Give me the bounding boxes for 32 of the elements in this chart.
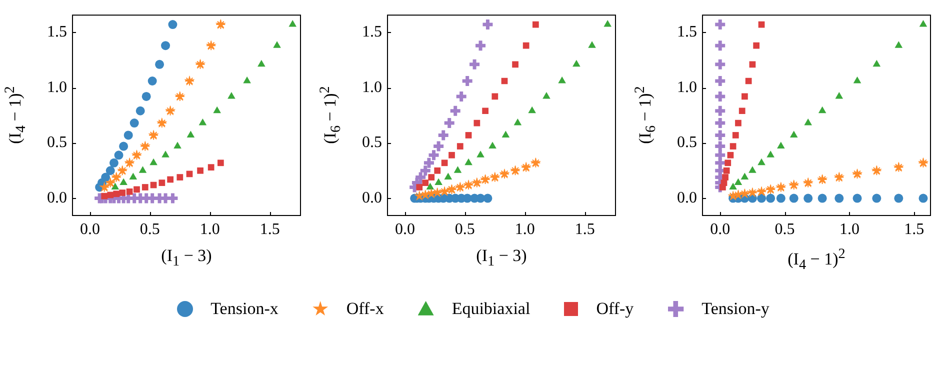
- x-tick-label: 1.5: [260, 220, 280, 238]
- legend-label: Off-x: [346, 299, 384, 319]
- y-tick-label: 0.5: [47, 134, 67, 152]
- y-tick-label: 1.0: [362, 78, 382, 96]
- x-tick-label: 1.5: [904, 220, 924, 238]
- x-tick-label: 1.0: [200, 220, 220, 238]
- y-tick-label: 1.5: [362, 24, 382, 41]
- legend-label: Tension-y: [702, 299, 770, 319]
- x-tick-label: 0.5: [140, 220, 160, 238]
- x-tick-label: 0.0: [394, 220, 415, 238]
- x-tick-label: 0.0: [80, 220, 100, 238]
- x-tick-label: 0.5: [454, 220, 475, 238]
- x-axis-title: (I$_{1}$ − 3): [476, 246, 527, 270]
- y-tick-label: 1.5: [677, 24, 697, 41]
- y-tick-label: 0.5: [677, 134, 697, 152]
- legend-label: Off-y: [596, 299, 634, 319]
- y-tick-label: 0.5: [362, 134, 382, 152]
- x-tick-label: 0.0: [710, 220, 730, 238]
- x-tick-label: 0.5: [774, 220, 795, 238]
- x-tick-label: 1.5: [574, 220, 595, 238]
- y-tick-label: 1.0: [677, 78, 697, 96]
- y-tick-label: 1.0: [47, 78, 67, 96]
- legend-label: Tension-x: [210, 299, 278, 319]
- x-axis-title: (I$_{4}$ − 1)$^{2}$: [788, 246, 846, 274]
- y-tick-label: 0.0: [362, 190, 382, 206]
- y-tick-label: 1.5: [47, 24, 67, 41]
- y-tick-label: 0.0: [677, 190, 697, 206]
- x-tick-label: 1.0: [839, 220, 860, 238]
- y-tick-label: 0.0: [47, 190, 67, 206]
- x-tick-label: 1.0: [514, 220, 535, 238]
- x-axis-title: (I$_{1}$ − 3): [161, 246, 212, 270]
- legend-label: Equibiaxial: [452, 299, 530, 319]
